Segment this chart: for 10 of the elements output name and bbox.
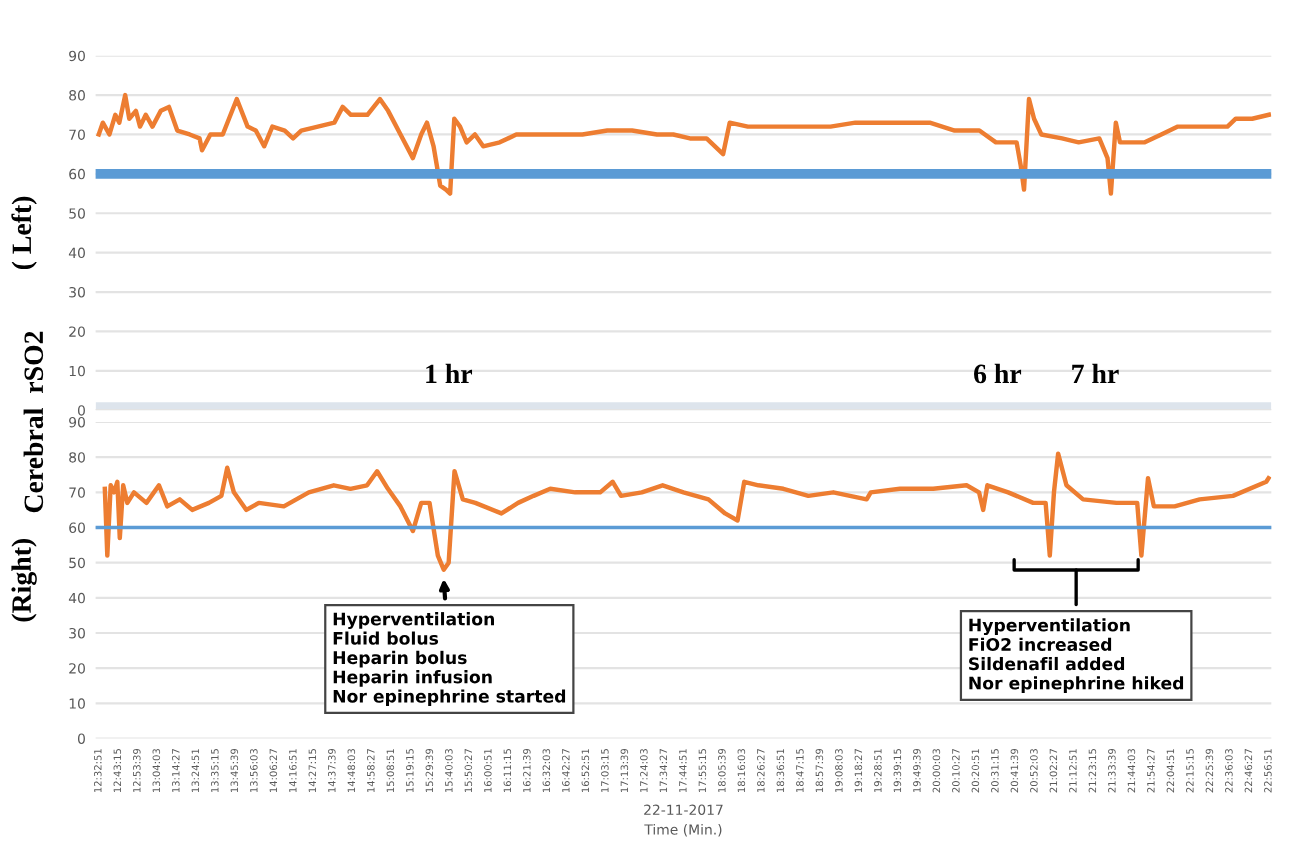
annotation: 6 hr [974, 363, 1022, 384]
line-series [96, 92, 1272, 196]
annotation: Hyperventilation Fluid bolus Heparin bolus Heparin infusion Nor epinephrine started [333, 612, 566, 707]
y-axis-title: (Right) [11, 539, 37, 622]
annotation: Hyperventilation FiO2 increased Sildenafil added Nor epinephrine hiked [969, 618, 1184, 693]
annotation: 7 hr [1072, 363, 1119, 383]
y-axis-title: ( Left) [11, 196, 37, 270]
text: Cerebral rSO2 [23, 331, 44, 513]
line-series [102, 451, 1271, 572]
annotation: 1 hr [426, 363, 473, 383]
